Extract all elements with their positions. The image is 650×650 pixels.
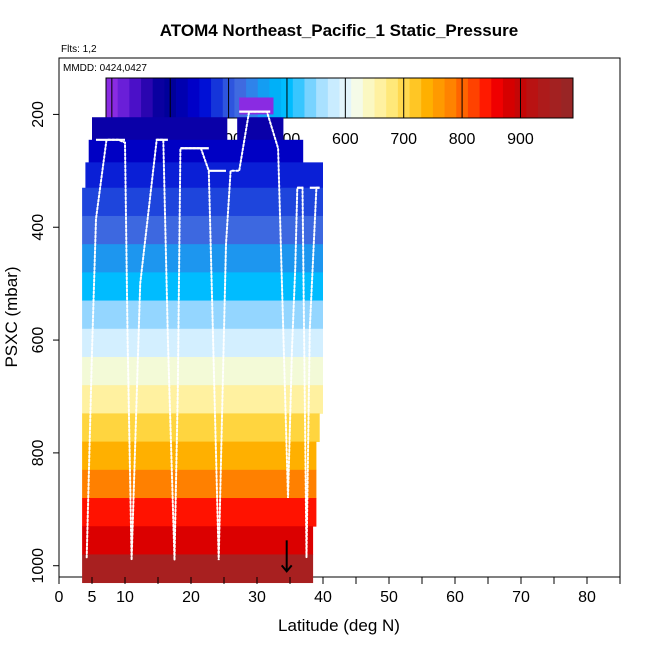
colorbar-swatch (187, 78, 200, 118)
x-axis-tick-label: 5 (88, 589, 97, 606)
heatmap-cell (82, 498, 317, 527)
x-axis-tick-label: 60 (446, 589, 464, 606)
y-axis-label: PSXC (mbar) (2, 266, 21, 367)
heatmap-cell (82, 244, 323, 273)
colorbar-swatch (467, 78, 480, 118)
colorbar-swatch (351, 78, 364, 118)
y-axis-tick-label: 400 (30, 214, 47, 241)
heatmap-cell (82, 272, 323, 301)
colorbar-swatch (526, 78, 539, 118)
colorbar-swatch (362, 78, 375, 118)
heatmap-cell (239, 97, 274, 115)
colorbar-swatch (117, 78, 130, 118)
heatmap-cell (82, 356, 323, 386)
colorbar-tick-label: 900 (507, 131, 534, 148)
colorbar-swatch (502, 78, 516, 118)
heatmap-cell (82, 441, 317, 471)
colorbar-swatch (491, 78, 504, 118)
colorbar-swatch (432, 78, 445, 118)
colorbar-tick-label: 800 (449, 131, 476, 148)
flight-path-line (85, 110, 321, 561)
heatmap-cell (82, 215, 323, 245)
colorbar-swatch (316, 78, 329, 118)
y-axis-tick-label: 800 (30, 439, 47, 466)
colorbar-frame (105, 77, 574, 119)
arrow-head (280, 564, 293, 573)
heatmap-cell (82, 554, 314, 584)
x-axis-tick-label: 70 (512, 589, 530, 606)
colorbar-swatch (409, 78, 422, 118)
colorbar-swatch (421, 78, 434, 118)
y-axis-tick-label: 1000 (30, 548, 47, 584)
x-axis-tick-label: 50 (380, 589, 398, 606)
colorbar-swatch (211, 78, 224, 118)
y-axis-tick-label: 600 (30, 327, 47, 354)
heatmap-cell (82, 300, 323, 330)
colorbar-swatch (374, 78, 387, 118)
flights-label: Flts: 1,2 (61, 44, 97, 55)
colorbar-tick-label: 600 (332, 131, 359, 148)
heatmap-cell (82, 385, 323, 414)
arrow-marker (280, 540, 293, 573)
colorbar-swatch (549, 78, 562, 118)
chart-title: ATOM4 Northeast_Pacific_1 Static_Pressur… (160, 21, 518, 40)
colorbar-swatch (129, 78, 142, 118)
heatmap-cell (82, 187, 323, 217)
colorbar-swatch (327, 78, 340, 118)
x-axis-tick-label: 10 (116, 589, 134, 606)
x-axis-label: Latitude (deg N) (278, 616, 400, 635)
colorbar-swatch (479, 78, 492, 118)
dates-label: MMDD: 0424,0427 (63, 63, 147, 74)
colorbar-swatch (537, 78, 551, 118)
heatmap-cell (82, 413, 320, 443)
x-axis-tick-label: 40 (314, 589, 332, 606)
x-axis-tick-label: 30 (248, 589, 266, 606)
heatmap-cell (82, 469, 317, 499)
colorbar-swatch (152, 78, 165, 118)
heatmap-cell (85, 162, 324, 191)
heatmap-cell (82, 328, 323, 358)
colorbar-swatch (199, 78, 212, 118)
heatmap-cell (82, 526, 314, 555)
colorbar-swatch (386, 78, 399, 118)
y-axis-tick-label: 200 (30, 101, 47, 128)
x-axis-tick-label: 80 (578, 589, 596, 606)
colorbar-swatch (176, 78, 189, 118)
heatmap (82, 97, 324, 584)
x-axis-tick-label: 0 (55, 589, 64, 606)
flight-path-group (85, 110, 321, 561)
colorbar-swatch (141, 78, 154, 118)
colorbar-swatch (561, 78, 574, 118)
axes: 200 400 600 800 1000 0 5 10 20 30 40 50 60 70 80 (30, 101, 621, 606)
colorbar-swatch (292, 78, 305, 118)
colorbar-tick-label: 700 (390, 131, 417, 148)
x-axis-tick-label: 20 (182, 589, 200, 606)
colorbar-swatch (444, 78, 457, 118)
colorbar-swatch (304, 78, 317, 118)
